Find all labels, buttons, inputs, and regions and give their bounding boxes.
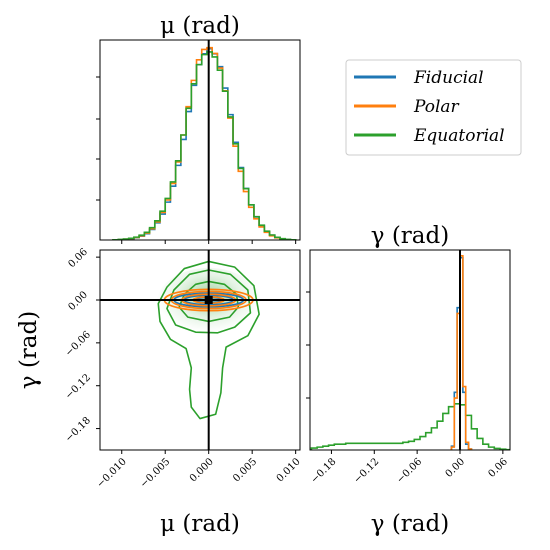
equatorial-contour-1 xyxy=(166,269,252,334)
legend-label-equatorial: Equatorial xyxy=(413,126,505,146)
gamma-histogram-polar xyxy=(450,254,473,450)
mu-marginal-panel xyxy=(96,39,301,244)
legend-frame xyxy=(345,59,522,156)
joint-x-axis-label: μ (rad) xyxy=(160,511,240,537)
joint-frame xyxy=(99,249,301,451)
mu-marginal-frame xyxy=(99,39,301,241)
joint-truth-marker xyxy=(204,296,213,304)
gamma-marginal-title: γ (rad) xyxy=(371,223,449,249)
legend: Fiducial Polar Equatorial xyxy=(345,59,522,156)
mu-histogram-equatorial xyxy=(112,51,297,240)
joint-y-axis-label: γ (rad) xyxy=(16,311,42,389)
gamma-histogram-equatorial xyxy=(310,403,510,450)
equatorial-contour-0 xyxy=(178,280,240,323)
gamma-x-axis-label: γ (rad) xyxy=(371,511,449,537)
legend-label-fiducial: Fiducial xyxy=(413,68,484,88)
mu-marginal-title: μ (rad) xyxy=(160,13,240,39)
legend-label-polar: Polar xyxy=(413,97,460,117)
equatorial-contour-2 xyxy=(157,260,260,420)
gamma-marginal-frame xyxy=(309,249,511,451)
